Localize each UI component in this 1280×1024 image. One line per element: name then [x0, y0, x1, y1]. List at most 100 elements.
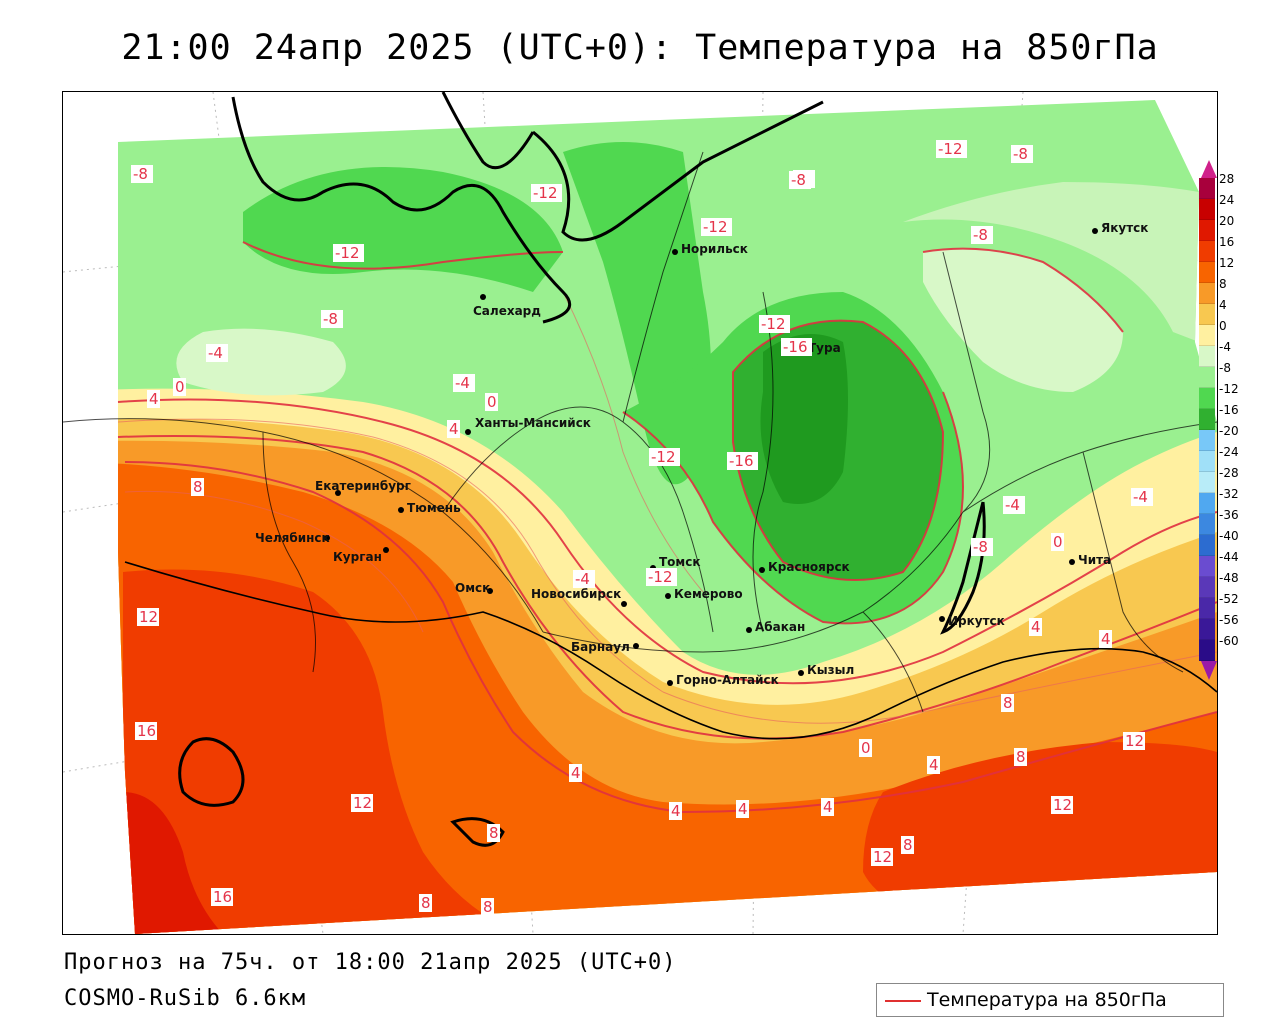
svg-text:-8: -8 — [973, 538, 988, 556]
svg-text:Челябинск: Челябинск — [255, 531, 330, 545]
isotherm-label: 8 — [419, 894, 432, 912]
svg-text:Норильск: Норильск — [681, 242, 748, 256]
scale-bar — [1199, 178, 1215, 661]
scale-segment — [1199, 472, 1215, 493]
isotherm-label: -8 — [789, 171, 811, 189]
isotherm-label: 4 — [147, 390, 160, 408]
svg-text:Якутск: Якутск — [1101, 221, 1148, 235]
isotherm-label: 8 — [901, 836, 914, 854]
scale-label: -40 — [1219, 529, 1239, 543]
isotherm-label: -8 — [131, 165, 153, 183]
scale-label: 12 — [1219, 256, 1235, 270]
svg-text:8: 8 — [1016, 748, 1026, 766]
isotherm-label: 8 — [1001, 694, 1014, 712]
svg-text:4: 4 — [449, 420, 459, 438]
svg-text:Новосибирск: Новосибирск — [531, 587, 621, 601]
city-kurgan: Курган — [333, 547, 389, 564]
svg-text:8: 8 — [903, 836, 913, 854]
isotherm-label: 12 — [1123, 732, 1145, 750]
isotherm-label: -12 — [333, 244, 364, 262]
isotherm-labels: -8-12-12-8-12-8-12-8-8-8-4-12-1640-404-1… — [131, 140, 1153, 916]
city-chita: Чита — [1069, 553, 1111, 567]
isotherm-label: 12 — [1051, 796, 1073, 814]
scale-label: 20 — [1219, 214, 1235, 228]
svg-text:4: 4 — [823, 798, 833, 816]
svg-text:-4: -4 — [1133, 488, 1148, 506]
svg-text:-12: -12 — [335, 244, 360, 262]
scale-segment — [1199, 241, 1215, 262]
isotherm-label: 8 — [487, 824, 500, 842]
scale-label: -56 — [1219, 613, 1239, 627]
svg-text:Салехард: Салехард — [473, 304, 541, 318]
svg-text:Тюмень: Тюмень — [407, 501, 461, 515]
scale-label: -52 — [1219, 592, 1239, 606]
temperature-fill — [118, 100, 1217, 934]
isotherm-label: 4 — [927, 756, 940, 774]
isotherm-label: -8 — [971, 226, 993, 244]
svg-text:Кызыл: Кызыл — [807, 663, 854, 677]
svg-text:Чита: Чита — [1078, 553, 1111, 567]
svg-text:0: 0 — [175, 378, 185, 396]
scale-segment — [1199, 262, 1215, 283]
scale-segment — [1199, 367, 1215, 388]
legend: Температура на 850гПа — [876, 983, 1224, 1017]
svg-text:-8: -8 — [323, 310, 338, 328]
svg-text:Курган: Курган — [333, 550, 382, 564]
scale-segment — [1199, 178, 1215, 199]
scale-label: -4 — [1219, 340, 1231, 354]
isotherm-label: 16 — [211, 888, 233, 906]
svg-text:-4: -4 — [208, 344, 223, 362]
isotherm-label: 8 — [191, 478, 204, 496]
svg-text:-4: -4 — [455, 374, 470, 392]
city-kemerovo: Кемерово — [665, 587, 743, 601]
scale-segment — [1199, 430, 1215, 451]
scale-label: -48 — [1219, 571, 1239, 585]
scale-segment — [1199, 325, 1215, 346]
scale-segment — [1199, 535, 1215, 556]
isotherm-label: -12 — [531, 184, 562, 202]
scale-label: -28 — [1219, 466, 1239, 480]
city-barnaul: Барнаул — [571, 640, 639, 654]
scale-segment — [1199, 598, 1215, 619]
city-chelyabinsk: Челябинск — [255, 531, 330, 545]
isotherm-label: 0 — [173, 378, 186, 396]
cities: Норильск Якутск Салехард Тура Ханты-Манс… — [255, 221, 1148, 687]
scale-label: -16 — [1219, 403, 1239, 417]
isotherm-thin-lines — [117, 291, 1217, 724]
isotherm-label: 12 — [871, 848, 893, 866]
svg-text:-12: -12 — [533, 184, 558, 202]
city-novosibirsk: Новосибирск — [531, 587, 627, 607]
svg-text:8: 8 — [1003, 694, 1013, 712]
scale-segment — [1199, 640, 1215, 661]
svg-text:Кемерово: Кемерово — [674, 587, 743, 601]
isotherm-lines — [117, 241, 1217, 814]
city-omsk: Омск — [455, 581, 493, 595]
svg-text:-12: -12 — [651, 448, 676, 466]
svg-text:4: 4 — [671, 802, 681, 820]
map-title: 21:00 24апр 2025 (UTC+0): Температура на… — [121, 28, 1159, 68]
svg-text:Ханты-Мансийск: Ханты-Мансийск — [475, 416, 591, 430]
svg-text:16: 16 — [137, 722, 156, 740]
isotherm-label: -8 — [321, 310, 343, 328]
isotherm-label: 0 — [859, 739, 872, 757]
svg-text:-16: -16 — [729, 452, 754, 470]
isotherm-label: 4 — [736, 800, 749, 818]
isotherm-label: 4 — [569, 764, 582, 782]
city-norilsk: Норильск — [672, 242, 748, 256]
svg-text:Барнаул: Барнаул — [571, 640, 630, 654]
scale-segment — [1199, 514, 1215, 535]
scale-segment — [1199, 388, 1215, 409]
isotherm-label: -12 — [646, 568, 677, 586]
svg-text:-12: -12 — [648, 568, 673, 586]
coastlines — [178, 92, 986, 847]
isotherm-label: -4 — [453, 374, 475, 392]
isotherm-label: -12 — [701, 218, 732, 236]
svg-text:-4: -4 — [575, 570, 590, 588]
scale-segment — [1199, 199, 1215, 220]
legend-label: Температура на 850гПа — [927, 989, 1167, 1011]
legend-line-swatch — [885, 1000, 921, 1002]
isotherm-label: -12 — [759, 315, 790, 333]
isotherm-label: -16 — [781, 338, 812, 356]
svg-text:4: 4 — [149, 390, 159, 408]
svg-text:Тура: Тура — [808, 341, 841, 355]
